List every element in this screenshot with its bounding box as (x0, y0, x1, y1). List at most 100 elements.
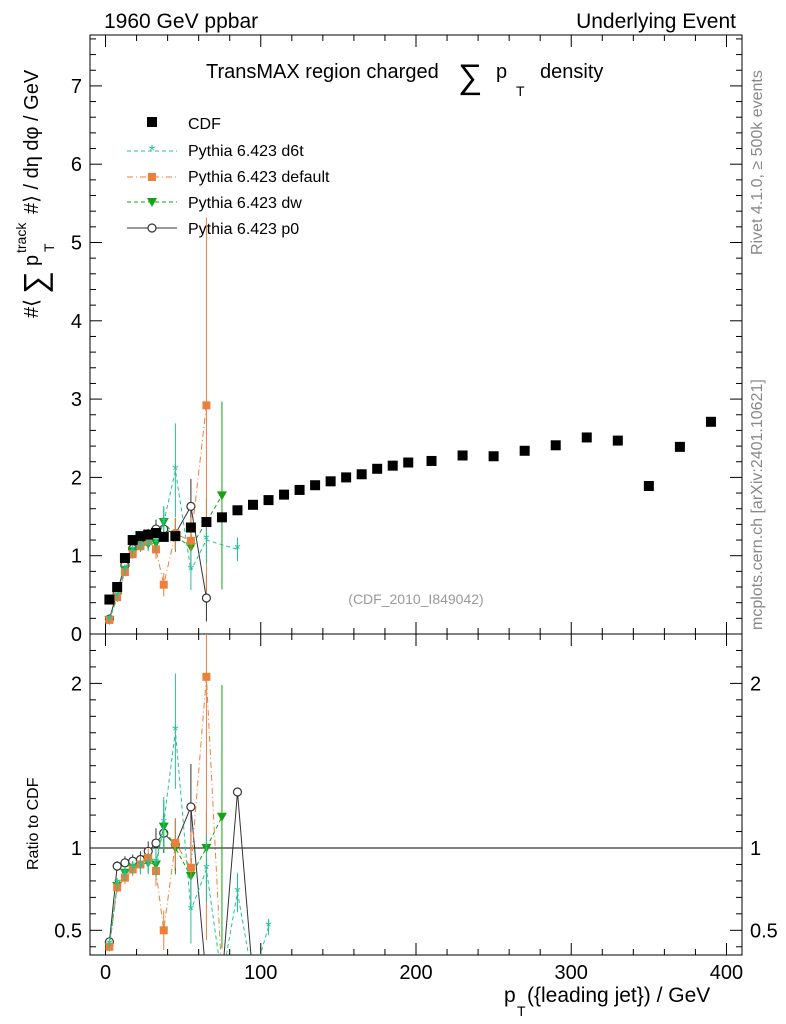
main-point-cdf (581, 432, 592, 443)
mcplots-label: mcplots.cern.ch [arXiv:2401.10621] (749, 379, 766, 630)
ratio-point-pythia-6-423-default (186, 863, 195, 872)
xlabel-p: p (504, 984, 516, 1007)
main-point-cdf (150, 527, 161, 538)
main-point-cdf (488, 451, 499, 462)
main-point-cdf (457, 450, 468, 461)
ratio-point-pythia-6-423-p0 (112, 861, 122, 871)
legend-marker-default (148, 173, 156, 181)
ylabel-sum: ∑ (17, 271, 53, 294)
ratio-point-pythia-6-423-d6t: * (114, 876, 120, 893)
main-point-pythia-6-423-d6t: * (188, 563, 194, 580)
main-point-cdf (119, 553, 130, 564)
ratio-point-pythia-6-423-p0 (186, 802, 196, 812)
main-point-cdf (135, 531, 146, 542)
main-point-cdf (248, 499, 258, 510)
ylabel-p: p (21, 255, 43, 266)
legend-entry-default: Pythia 6.423 default (127, 169, 330, 186)
ratio-point-pythia-6-423-default (202, 672, 211, 681)
main-y-tick-label: 4 (71, 311, 82, 333)
legend-entry-dw: Pythia 6.423 dw (127, 195, 302, 212)
main-point-cdf (201, 517, 212, 528)
main-y-tick-label: 1 (71, 546, 82, 568)
main-y-tick-label: 5 (71, 232, 82, 254)
x-tick-label: 400 (710, 962, 743, 984)
main-point-cdf (426, 455, 437, 466)
ratio-point-pythia-6-423-dw (216, 812, 227, 822)
x-tick-label: 300 (555, 962, 588, 984)
ratio-point-pythia-6-423-default (171, 839, 180, 848)
main-point-pythia-6-423-d6t: * (130, 543, 136, 560)
main-point-pythia-6-423-default (159, 580, 168, 589)
ratio-point-pythia-6-423-d6t: * (188, 903, 194, 920)
main-point-cdf (127, 535, 138, 546)
main-line-pythia-6-423-d6t (108, 470, 238, 621)
legend-marker-p0 (147, 223, 157, 233)
title-p: p (496, 61, 507, 83)
title-sub-t: T (516, 83, 525, 99)
x-tick-label: 100 (244, 962, 277, 984)
main-point-pythia-6-423-p0 (186, 501, 196, 511)
legend-label-dw: Pythia 6.423 dw (188, 195, 302, 212)
ratio-line-pythia-6-423-d6t (108, 731, 269, 955)
main-data: **** * * ****** (104, 217, 716, 629)
main-point-pythia-6-423-d6t: * (122, 563, 128, 580)
main-point-cdf (310, 480, 321, 491)
main-point-pythia-6-423-d6t: * (153, 534, 159, 551)
header-left: 1960 GeV ppbar (104, 10, 258, 33)
main-line-pythia-6-423-default (108, 405, 207, 621)
legend-marker-dw (147, 198, 157, 207)
legend-label-cdf: CDF (188, 116, 221, 133)
x-tick-label: 200 (399, 962, 432, 984)
ratio-point-pythia-6-423-d6t: * (234, 884, 240, 901)
ratio-y-tick-label-right: 1 (750, 838, 761, 860)
main-y-axis-label: #⟨ ∑ p track T #⟩ / dη dφ / GeV (13, 69, 57, 318)
main-point-cdf (372, 463, 383, 474)
main-point-cdf (232, 505, 243, 516)
main-point-cdf (263, 495, 274, 506)
ylabel-sub: T (41, 243, 57, 252)
main-point-pythia-6-423-d6t: * (145, 537, 151, 554)
main-point-pythia-6-423-default (202, 401, 211, 410)
legend-entry-p0: Pythia 6.423 p0 (127, 221, 299, 238)
ratio-point-pythia-6-423-d6t: * (122, 866, 128, 883)
ylabel-prefix: #⟨ (21, 299, 43, 318)
main-series-cdf (104, 416, 716, 605)
title-sum-sign: ∑ (458, 58, 482, 96)
ratio-line-pythia-6-423-p0 (108, 791, 252, 955)
ratio-y-tick-label-left: 0.5 (54, 920, 82, 942)
main-point-pythia-6-423-d6t: * (203, 532, 209, 549)
main-title: TransMAX region charged ∑ p T density (206, 58, 603, 99)
ylabel-sup: track (13, 222, 29, 253)
legend-label-default: Pythia 6.423 default (188, 169, 330, 186)
ratio-point-pythia-6-423-d6t: * (153, 855, 159, 872)
analysis-watermark: (CDF_2010_I849042) (348, 591, 483, 607)
main-point-pythia-6-423-d6t: * (234, 541, 240, 558)
ratio-series-pythia-6-423-d6t: *** * * * ******* (106, 673, 272, 955)
main-y-tick-label: 7 (71, 76, 82, 98)
ratio-y-tick-label-left: 2 (71, 673, 82, 695)
rivet-version-label: Rivet 4.1.0, ≥ 500k events (749, 70, 766, 255)
main-point-pythia-6-423-dw (216, 491, 227, 501)
ratio-point-pythia-6-423-default (159, 926, 168, 935)
title-prefix: TransMAX region charged (206, 61, 439, 83)
ratio-point-pythia-6-423-d6t: * (106, 937, 112, 954)
main-point-cdf (403, 457, 414, 468)
main-point-pythia-6-423-d6t: * (172, 462, 178, 479)
ratio-point-pythia-6-423-d6t: * (265, 919, 271, 936)
xlabel-sub: T (517, 1003, 526, 1019)
legend-marker-d6t: * (149, 143, 155, 160)
main-y-tick-label: 3 (71, 389, 82, 411)
main-point-cdf (112, 582, 123, 593)
main-point-cdf (612, 435, 623, 446)
ratio-data: *** * * * ******* (104, 634, 272, 955)
main-point-pythia-6-423-p0 (201, 593, 212, 603)
main-y-tick-label: 6 (71, 154, 82, 176)
x-axis-label: p T ({leading jet}) / GeV (504, 984, 710, 1019)
main-y-tick-label: 2 (71, 467, 82, 489)
ratio-point-pythia-6-423-d6t: * (145, 856, 151, 873)
ratio-point-pythia-6-423-p0 (151, 838, 161, 848)
main-point-cdf (185, 522, 196, 533)
